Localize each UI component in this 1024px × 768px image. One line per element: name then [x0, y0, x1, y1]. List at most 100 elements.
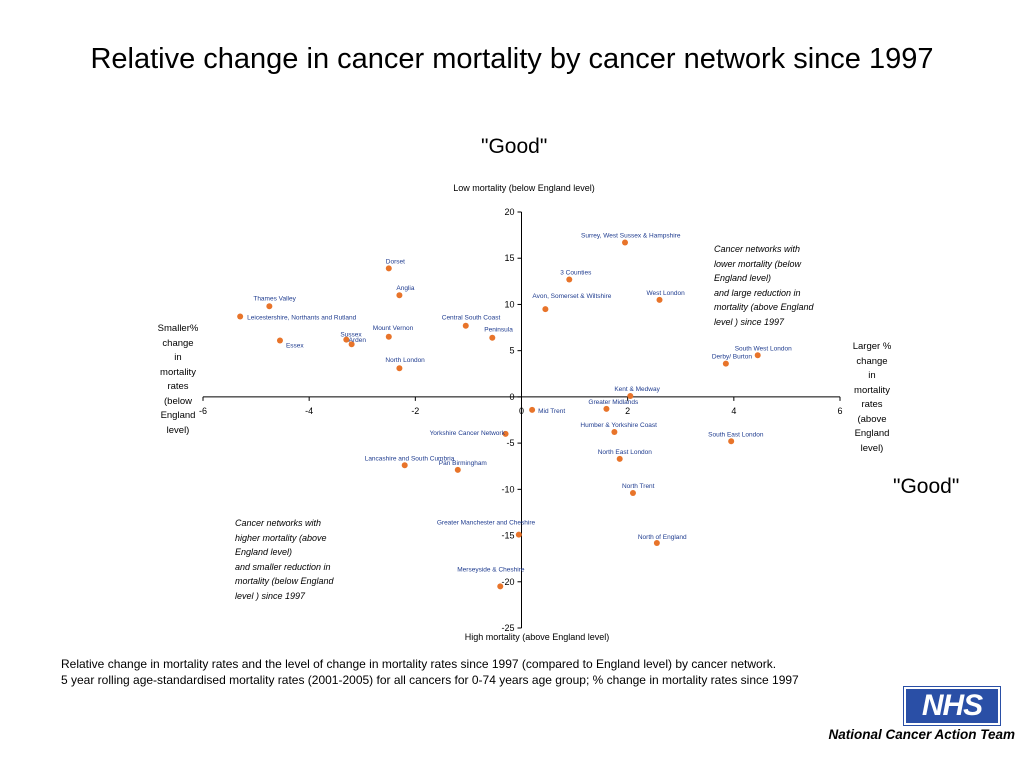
data-point-label: Lancashire and South Cumbria [365, 455, 455, 462]
data-point-marker [497, 583, 504, 590]
data-point-marker [489, 334, 496, 341]
data-point-label: Essex [286, 342, 304, 349]
caption-line: England [854, 428, 890, 439]
data-point-marker [653, 539, 660, 546]
note-line: level ) since 1997 [235, 590, 306, 601]
note-line: and smaller reduction in [235, 561, 331, 572]
caption-line: rates [861, 399, 883, 410]
nhs-logo: NHS [903, 686, 1001, 726]
data-point-marker [385, 265, 392, 272]
figure-caption: Relative change in mortality rates and t… [61, 656, 961, 688]
x-tick-label: -4 [305, 406, 313, 416]
caption-line: mortality [160, 366, 196, 378]
data-point-label: South West London [735, 345, 792, 352]
data-point-marker [401, 462, 408, 469]
note-line: higher mortality (above [235, 532, 327, 543]
data-point-label: South East London [708, 431, 764, 438]
data-point-label: Greater Manchester and Cheshire [437, 520, 536, 527]
data-point-label: Pan Birmingham [439, 460, 487, 467]
organisation-name: National Cancer Action Team [828, 727, 1015, 742]
data-point-marker [656, 296, 663, 303]
data-point-marker [343, 336, 350, 343]
data-point-label: Humber & Yorkshire Coast [580, 422, 657, 429]
note-line: England level) [714, 273, 772, 283]
note-line: level ) since 1997 [714, 316, 785, 327]
data-point-label: Dorset [386, 258, 405, 265]
slide-title: Relative change in cancer mortality by c… [90, 43, 934, 75]
data-point-marker [237, 313, 244, 320]
data-point-marker [502, 430, 509, 437]
x-tick-label: -2 [411, 406, 419, 416]
data-point-label: Yorkshire Cancer Network [430, 430, 506, 437]
good-label-top: "Good" [481, 135, 548, 158]
x-tick-label: 0 [519, 406, 524, 416]
data-point-label: Leicestershire, Northants and Rutland [247, 314, 357, 321]
x-tick-label: 2 [625, 406, 630, 416]
data-point-marker [266, 303, 273, 310]
quadrant-note-upper-right: Cancer networks with lower mortality (be… [714, 242, 832, 329]
data-point-label: North of England [638, 534, 687, 541]
x-axis-right-caption: Larger % change in mortality rates (abov… [842, 340, 902, 456]
x-tick-label: 4 [731, 406, 736, 416]
data-point-label: Central South Coast [442, 315, 501, 322]
caption-line: England [160, 410, 196, 421]
data-point-label: Mount Vernon [373, 325, 414, 332]
data-point-label: 3 Counties [560, 269, 592, 276]
data-point-label: North Trent [622, 483, 655, 490]
x-tick-label: 6 [837, 406, 842, 416]
y-tick-label: -15 [501, 531, 514, 541]
caption-line: change [856, 355, 888, 367]
data-point-label: Greater Midlands [588, 399, 639, 406]
data-point-marker [276, 337, 283, 344]
data-point-label: Kent & Medway [614, 386, 660, 393]
caption-line: (above [857, 413, 887, 425]
caption-line-1: Relative change in mortality rates and t… [61, 657, 777, 671]
data-point-label: Merseyside & Cheshire [457, 566, 525, 573]
data-point-label: Peninsula [484, 327, 513, 334]
data-point-marker [396, 292, 403, 299]
y-tick-label: 15 [504, 253, 514, 263]
data-point-marker [529, 406, 536, 413]
data-point-label: North London [385, 357, 425, 364]
caption-line: Smaller% [157, 323, 199, 334]
data-point-marker [728, 438, 735, 445]
data-point-marker [515, 531, 522, 538]
data-point-marker [616, 455, 623, 462]
y-axis-bottom-caption: High mortality (above England level) [464, 632, 610, 642]
y-tick-label: 0 [509, 392, 514, 402]
caption-line: in [868, 370, 876, 381]
data-point-marker [629, 490, 636, 497]
caption-line: Larger % [852, 341, 892, 352]
data-point-marker [722, 360, 729, 367]
note-line: Cancer networks with [235, 518, 322, 528]
data-point-marker [454, 466, 461, 473]
caption-line: mortality [854, 384, 890, 396]
y-tick-label: -20 [501, 577, 514, 587]
y-tick-label: -25 [501, 623, 514, 633]
caption-line: change [162, 337, 194, 349]
caption-line: level) [860, 442, 884, 454]
data-point-marker [754, 352, 761, 359]
data-point-label: Derby/ Burton [712, 354, 752, 361]
caption-line: rates [167, 381, 189, 392]
y-axis-top-caption: Low mortality (below England level) [453, 183, 595, 193]
data-point-label: Arden [349, 337, 367, 344]
note-line: lower mortality (below [714, 258, 802, 269]
data-point-marker [603, 405, 610, 412]
caption-line: level) [166, 424, 190, 436]
data-point-label: West London [647, 290, 686, 297]
caption-line-2: 5 year rolling age-standardised mortalit… [61, 673, 799, 687]
data-point-marker [611, 429, 618, 436]
note-line: England level) [235, 547, 293, 557]
data-point-marker [462, 322, 469, 329]
y-tick-label: 20 [504, 207, 514, 217]
note-line: Cancer networks with [714, 244, 801, 254]
x-axis-left-caption: Smaller% change in mortality rates (belo… [148, 322, 208, 438]
caption-line: (below [164, 395, 192, 407]
data-point-label: Avon, Somerset & Wiltshire [532, 293, 611, 300]
caption-line: in [174, 352, 182, 363]
data-point-label: Surrey, West Sussex & Hampshire [581, 233, 681, 240]
data-point-marker [348, 341, 355, 348]
y-tick-label: 5 [509, 346, 514, 356]
